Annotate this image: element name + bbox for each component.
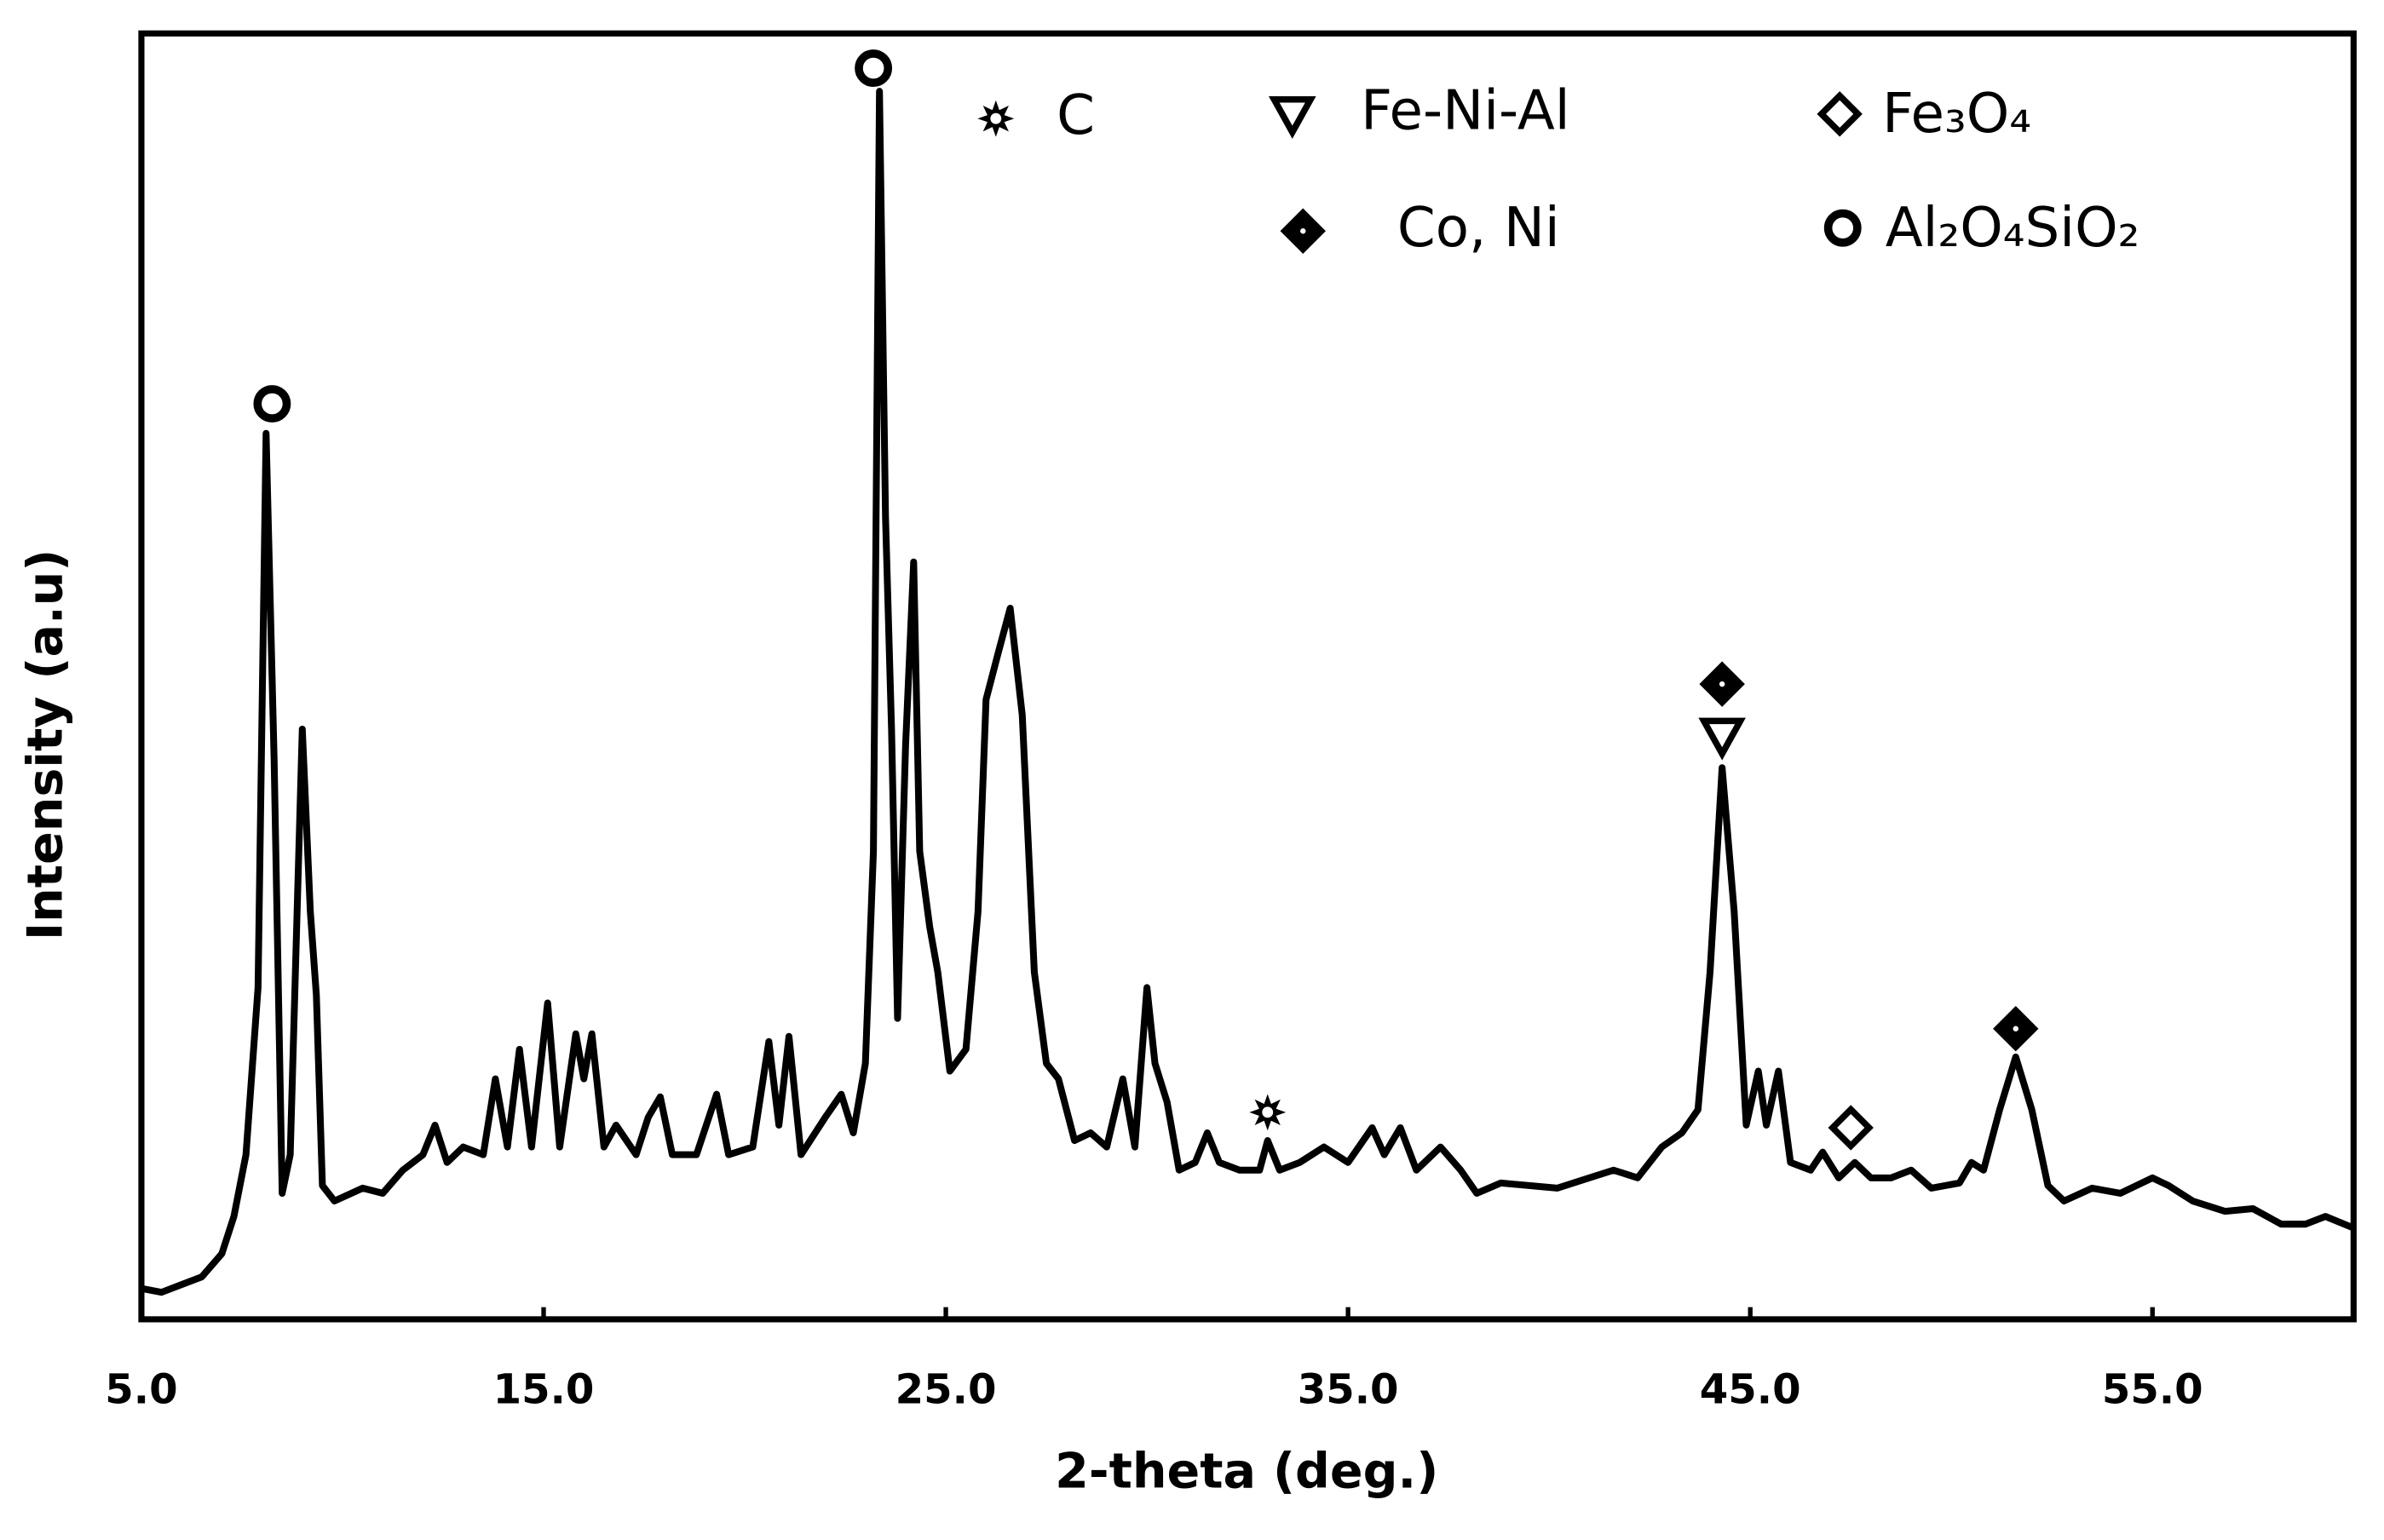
symbol — [1249, 1094, 1287, 1131]
triangle-symbol — [1698, 717, 1746, 761]
legend-label: Al₂O₄SiO₂ — [1886, 196, 2140, 260]
symbol — [977, 100, 1015, 137]
star-center — [1262, 1106, 1274, 1118]
symbol — [1698, 717, 1746, 761]
legend-label: C — [1057, 83, 1095, 147]
symbol — [1828, 1105, 1874, 1151]
symbol — [1993, 1006, 2039, 1052]
x-tick-label: 45.0 — [1700, 1366, 1801, 1414]
x-axis-label: 2-theta (deg.) — [1055, 1444, 1438, 1500]
legend-label: Fe₃O₄ — [1882, 82, 2031, 146]
symbol — [855, 49, 893, 87]
symbol — [1817, 91, 1863, 137]
circle-symbol — [855, 49, 893, 87]
legend-label: Co, Ni — [1397, 196, 1560, 260]
circle-symbol — [1823, 209, 1862, 247]
diamond-dot — [1719, 681, 1725, 687]
diamond-symbol — [1817, 91, 1863, 137]
xrd-line — [141, 88, 2355, 1296]
symbol — [1699, 661, 1745, 707]
triangle-symbol — [1268, 95, 1316, 139]
symbol — [253, 385, 291, 422]
symbol — [1823, 209, 1862, 247]
x-tick-label: 35.0 — [1298, 1366, 1399, 1414]
x-tick-label: 25.0 — [895, 1366, 997, 1414]
diamond-symbol — [1828, 1105, 1874, 1151]
x-tick-label: 55.0 — [2102, 1366, 2203, 1414]
star-center — [990, 112, 1002, 124]
symbol — [1268, 95, 1316, 139]
diamond-dot — [1300, 228, 1306, 234]
x-tick-label: 15.0 — [493, 1366, 595, 1414]
circle-symbol — [253, 385, 291, 422]
x-tick-label: 5.0 — [105, 1366, 177, 1414]
diamond-dot — [2013, 1026, 2018, 1031]
legend-label: Fe-Ni-Al — [1361, 78, 1570, 142]
y-axis-label: Intensity (a.u) — [18, 549, 74, 941]
plot-frame — [138, 30, 2357, 1323]
symbol — [1280, 208, 1326, 254]
